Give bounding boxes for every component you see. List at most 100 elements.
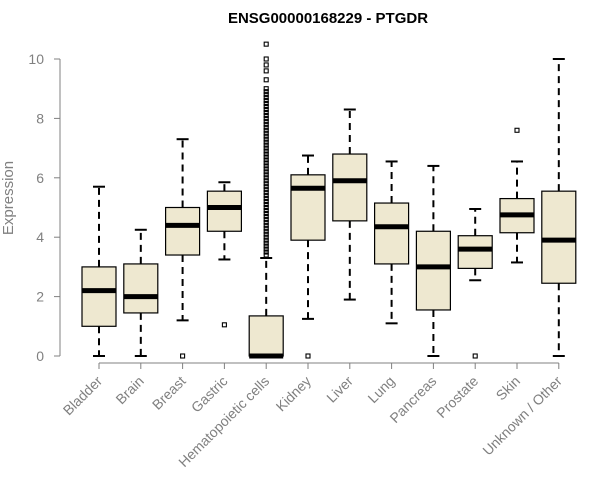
outlier-point (263, 246, 269, 252)
iqr-box (541, 190, 577, 284)
iqr-box (81, 266, 117, 327)
x-tick-label: Skin (493, 373, 524, 404)
iqr-box (123, 263, 159, 314)
outlier-point (263, 154, 269, 160)
outlier-point (263, 240, 269, 246)
outlier-point (180, 353, 186, 359)
outlier-point (263, 160, 269, 166)
y-tick-label: 4 (36, 229, 44, 245)
outlier-point (263, 136, 269, 142)
outlier-point (263, 62, 269, 68)
outlier-point (263, 234, 269, 240)
y-tick-label: 2 (36, 289, 44, 305)
outlier-point (263, 184, 269, 190)
y-tick-label: 6 (36, 170, 44, 186)
outlier-point (263, 118, 269, 124)
outlier-point (263, 151, 269, 157)
outlier-point (263, 106, 269, 113)
box-group-gastric (206, 181, 242, 328)
box-group-pancreas (415, 164, 451, 357)
iqr-box (290, 174, 326, 241)
outlier-point (263, 145, 269, 151)
outlier-point (263, 133, 269, 139)
y-tick-label: 10 (28, 51, 44, 67)
outlier-point (263, 121, 269, 127)
outlier-point (263, 157, 269, 163)
outlier-point (263, 148, 269, 154)
outlier-point (263, 112, 269, 118)
outlier-point (263, 249, 269, 255)
outlier-point (514, 127, 520, 133)
outlier-point (263, 187, 269, 193)
outlier-point (263, 98, 269, 104)
outlier-point (263, 130, 269, 136)
iqr-box (206, 190, 242, 232)
iqr-box (457, 235, 493, 269)
outlier-point (263, 181, 269, 187)
iqr-box (415, 230, 451, 311)
outlier-point (263, 175, 269, 181)
outlier-point (263, 243, 269, 249)
outlier-point (263, 142, 269, 148)
outlier-point (263, 109, 269, 116)
outlier-point (263, 89, 269, 95)
outlier-point (263, 210, 269, 216)
y-tick-label: 8 (36, 110, 44, 126)
outlier-point (263, 193, 269, 199)
x-tick-label: Bladder (60, 373, 106, 419)
outlier-point (263, 216, 269, 222)
x-tick-label: Unknown / Other (479, 373, 565, 459)
y-axis: 0 2 4 6 8 10 (28, 51, 61, 364)
outlier-point (263, 115, 269, 121)
x-tick-label: Brain (112, 373, 146, 407)
outlier-point (472, 353, 478, 359)
outlier-point (263, 207, 269, 214)
x-tick-label: Kidney (273, 373, 315, 415)
outlier-point (263, 222, 269, 228)
outlier-point (263, 95, 269, 101)
y-tick-label: 0 (36, 348, 44, 364)
outlier-point (263, 103, 269, 110)
x-tick-label: Prostate (433, 373, 481, 421)
outlier-point (221, 322, 227, 328)
x-tick-label: Breast (149, 373, 189, 413)
outlier-point (263, 56, 269, 62)
outlier-point (263, 252, 269, 258)
outlier-point (263, 166, 269, 172)
iqr-box (248, 315, 284, 357)
outlier-point (263, 172, 269, 178)
outlier-point (263, 124, 269, 130)
box-group-hematopoietic-cells (248, 41, 284, 359)
box-group-breast (165, 138, 201, 359)
chart-title: ENSG00000168229 - PTGDR (228, 10, 428, 27)
outlier-point (263, 199, 269, 205)
outlier-point (263, 237, 269, 243)
outlier-point (263, 68, 269, 74)
outlier-point (305, 353, 311, 359)
iqr-box (165, 206, 201, 256)
outlier-point (263, 228, 269, 234)
outlier-point (263, 231, 269, 237)
outlier-point (263, 190, 269, 196)
outlier-point (263, 201, 269, 208)
outlier-point (263, 163, 269, 169)
plot-area (81, 41, 577, 359)
outlier-point (263, 41, 269, 47)
x-tick-label: Liver (323, 373, 356, 406)
outlier-point (263, 92, 269, 98)
iqr-box (374, 202, 410, 265)
box-group-unknown-other (541, 58, 577, 357)
box-group-skin (499, 127, 535, 264)
box-group-liver (332, 108, 368, 301)
outlier-point (263, 86, 269, 92)
box-group-prostate (457, 207, 493, 359)
box-group-lung (374, 160, 410, 325)
outlier-point (263, 213, 269, 219)
outlier-point (263, 196, 269, 202)
iqr-box (332, 153, 368, 222)
y-axis-title: Expression (0, 161, 17, 235)
outlier-point (263, 169, 269, 175)
outlier-point (263, 178, 269, 184)
